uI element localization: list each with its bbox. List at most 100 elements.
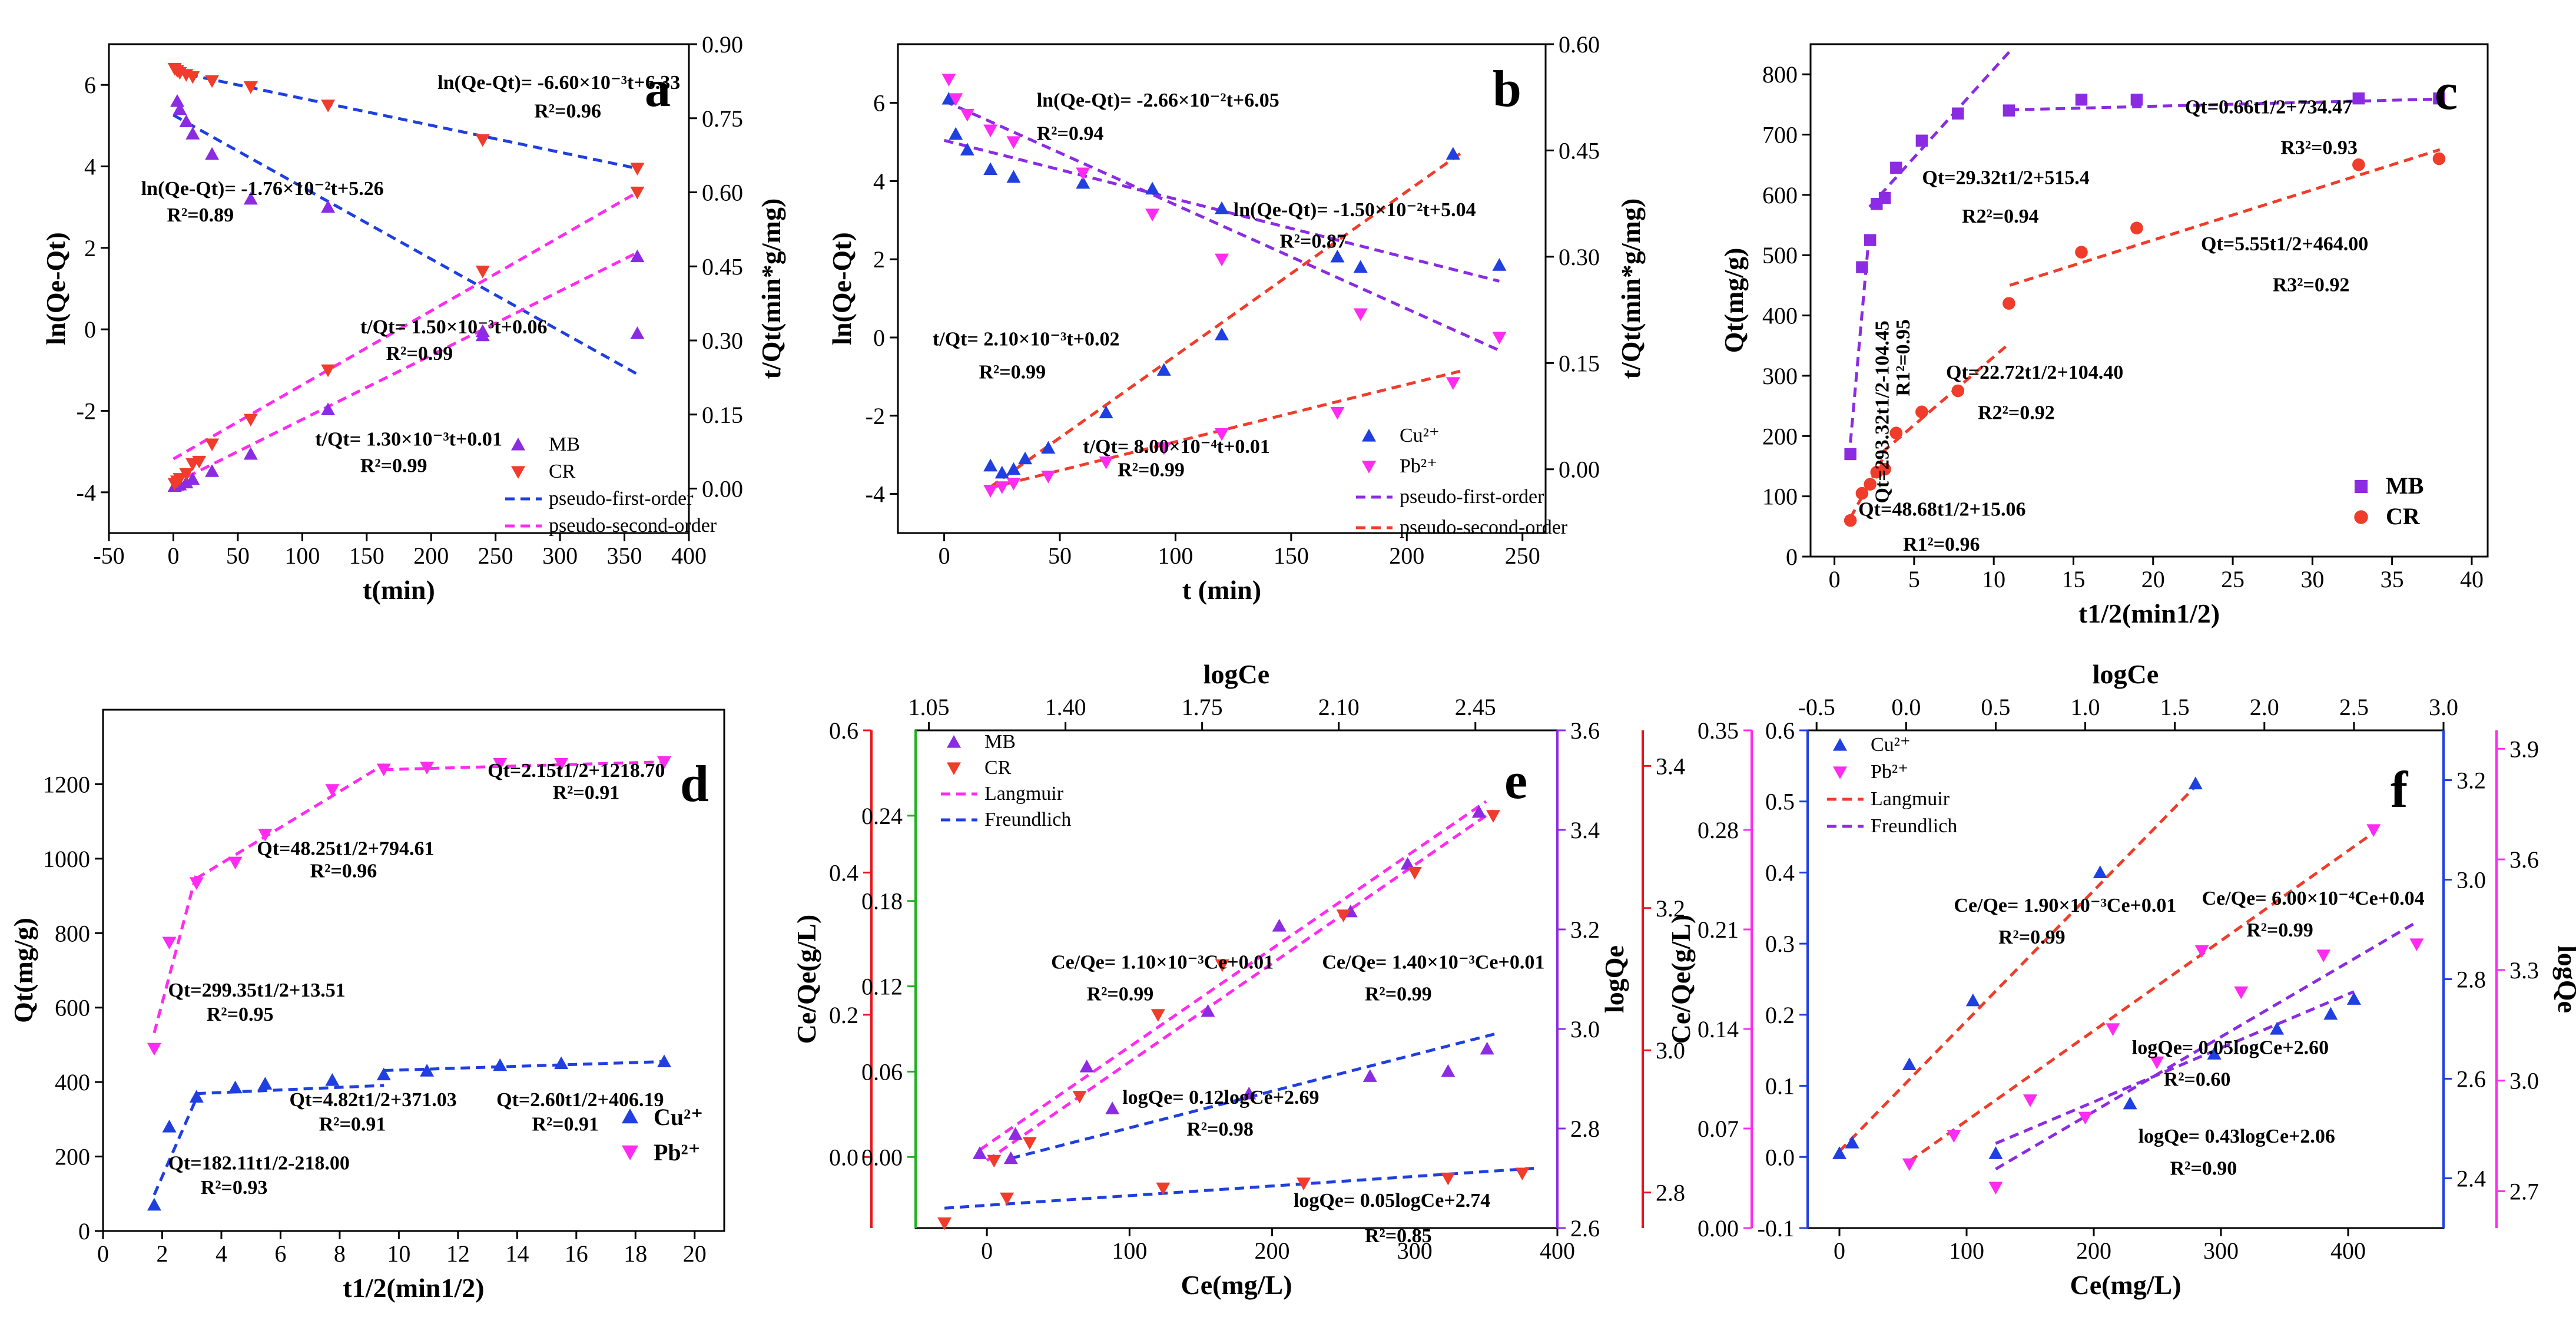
data-point [1951,384,1965,398]
chart-d: 0 2 4 6 8 10 12 14 16 18 20020040060080010001200t1… [8,709,725,1303]
plot-frame [897,43,1547,534]
data-point [228,856,243,870]
legend-marker [2354,479,2368,494]
fit-line [152,873,198,1034]
data-point [1515,1167,1530,1181]
data-point [475,266,490,279]
x-tick-label: 150 [1274,542,1309,569]
data-point [2003,104,2015,117]
x-axis-label: Ce(mg/L) [1181,1270,1292,1300]
y2-axis-label: logQe [1599,945,1629,1013]
x-tick-label: 200 [1389,542,1424,569]
legend-marker [947,735,961,748]
right-y-tick-label: 3.9 [2509,736,2539,762]
data-point [2194,945,2209,958]
x-axis-label: t1/2(min1/2) [343,1273,484,1303]
data-point [2207,1047,2222,1060]
left-y-tick-label: -4 [866,481,885,508]
x-tick-label: 20 [683,1240,707,1267]
left-y-tick-label: 400 [1762,303,1798,329]
data-point [1242,1086,1256,1100]
left-y-tick-label: 600 [55,995,90,1021]
legend-marker [947,762,961,775]
x-tick-label: 0 [1834,1237,1845,1264]
x-tick-label: 250 [478,542,513,569]
left-y-tick-label: 2 [873,246,885,273]
data-point [321,100,336,112]
x-tick-label: 300 [2203,1237,2239,1264]
right-y-tick-label: 2.6 [2456,1066,2486,1093]
x-tick-label: 50 [226,542,250,569]
data-point [179,468,194,481]
left-y-tick-label: 300 [1762,363,1798,389]
data-point [1845,1136,1859,1149]
data-point [1156,1182,1171,1196]
data-point [147,1197,161,1211]
data-point [2130,93,2143,106]
right-y-tick-label: 2.8 [2456,967,2486,993]
x-tick-label: 0 [97,1240,109,1267]
fit-equation: Qt=48.25t1/2+794.61 [257,838,434,860]
right-y-tick-label: 2.4 [2456,1166,2486,1192]
x2-tick-label: 1.05 [909,694,950,720]
x2-tick-label: -0.5 [1798,694,1835,720]
data-point [1486,810,1500,823]
fit-equation: ln(Qe-Qt)= -1.76×10⁻²t+5.26 [141,178,384,200]
data-point [1079,1059,1094,1073]
right-y-tick-label: 3.0 [1656,1037,1685,1064]
legend-label: Langmuir [984,783,1064,805]
x-tick-label: 350 [607,542,642,569]
x2-tick-label: 1.0 [2071,694,2100,720]
data-point [994,465,1009,479]
data-point [630,186,645,200]
data-point [2023,1094,2037,1107]
data-point [1947,1130,1961,1143]
data-point [2433,92,2445,105]
data-point [1156,363,1171,376]
left-y-tick-label: 0.07 [1698,1116,1739,1142]
right-y-tick-label: 0.90 [702,31,743,58]
x-tick-label: 5 [1908,566,1920,593]
x-tick-label: 400 [1540,1237,1575,1264]
left-y-tick-label: 0.0 [1765,1144,1795,1170]
x-tick-label: 100 [284,542,320,569]
left-y-tick-label: 400 [55,1069,90,1096]
fit-equation: R²=0.98 [1186,1118,1254,1140]
right-y-tick-label: 3.6 [2509,846,2539,873]
panel-label: b [1493,61,1521,118]
data-point [941,74,956,87]
data-point [1878,462,1891,476]
right-y-tick-label: 3.6 [1570,717,1600,744]
data-point [1215,428,1229,441]
x2-axis-label: logCe [1204,659,1269,689]
fit-equation: R²=0.99 [1118,459,1185,481]
fit-equation: R²=0.99 [1365,984,1432,1005]
right-y-tick-label: 3.4 [1570,817,1600,843]
x-tick-label: 150 [349,542,384,569]
right-y-tick-label: 3.3 [2509,957,2539,984]
data-point [205,438,220,452]
right-y-tick-label: 0.60 [1559,31,1600,58]
x-tick-label: 300 [1397,1237,1433,1264]
right-y-tick-label: 3.2 [2456,767,2486,794]
fit-equation: R²=0.91 [553,782,620,804]
data-point [189,877,204,890]
left-y-tick-label: 0 [1786,544,1798,570]
x-tick-label: 18 [624,1240,647,1267]
left-y-tick-label: 4 [84,154,96,180]
fit-equation-rotated: Qt=293.32t1/2-104.45 [1872,320,1894,503]
data-point [376,1067,391,1081]
data-point [1446,377,1460,390]
left-y-tick-label: -2 [866,403,885,429]
data-point [185,127,200,140]
data-point [657,756,672,769]
data-point [630,163,645,176]
data-point [973,1146,987,1159]
data-point [205,147,220,160]
data-point [243,81,258,94]
right-y-tick-label: 3.4 [1656,753,1685,779]
x-tick-label: 25 [2221,566,2245,593]
data-point [2188,776,2203,790]
